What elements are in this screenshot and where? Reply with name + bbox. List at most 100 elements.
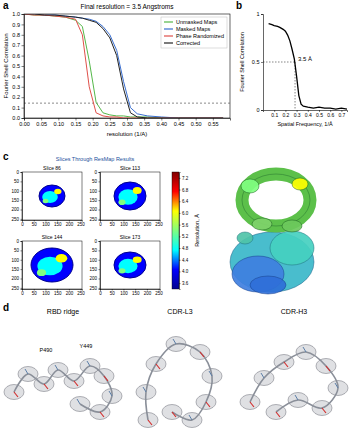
y-axis-title: Fourier Shell Correlation [239,32,245,92]
axis-line [261,15,264,111]
tick-label: 0.45 [174,121,185,127]
tick: 150 [89,198,100,203]
tick-label: 50 [92,179,98,184]
chart-title: Final resolution = 3.5 Angstroms [80,3,174,11]
model-sidechain [322,408,326,413]
tick: 0.3 [12,84,24,90]
tick-mark [99,288,101,289]
density-blob [114,182,146,210]
map-3d [230,174,314,294]
tick: 0.5 [316,110,323,118]
tick-mark [21,288,23,289]
tick-label: 0.50 [191,121,202,127]
tick: 200 [89,276,100,281]
tick-label: 150 [132,291,140,296]
tick: 0.6 [12,53,24,59]
tick: 50 [92,179,100,184]
tick: 0.35 [139,118,150,127]
map-density [250,276,286,294]
tick: 200 [144,220,152,227]
model-sidechain [87,361,90,366]
tick-label: 250 [77,222,85,227]
y-axis-title: Fourier Shell Correlation [3,33,9,98]
tick-label: 0.5 [252,59,260,65]
model-sidechain [335,383,338,388]
tick-label: 0.10 [53,121,64,127]
density-panel: CDR-L3 [136,308,222,428]
tick-label: 4.4 [182,258,189,263]
tick-mark [179,283,181,284]
tick-label: 0.1 [12,105,20,111]
tick: 4.4 [179,258,189,263]
x-axis: 050100150200250 [99,289,163,296]
density-blob [118,200,125,206]
tick-label: 50 [110,222,116,227]
tick-label: 100 [42,222,50,227]
legend-swatch [164,42,173,43]
model-sidechain [250,402,254,407]
tick: 50 [14,179,22,184]
cutoff-line [263,62,295,63]
tick-label: 100 [42,291,50,296]
density-title: CDR-L3 [167,308,192,315]
slice-panel: 050100150200250050100150200250Slice 144 [11,234,85,297]
threshold-line [24,103,230,104]
resmap-title: Slices Through ResMap Results [56,156,135,162]
tick: 0.45 [174,118,185,127]
tick-mark [179,178,181,179]
tick-label: 250 [89,217,97,222]
tick-label: 0.30 [122,121,133,127]
tick-label: 5.2 [182,234,189,239]
legend-swatch [164,35,173,36]
tick: 0.4 [305,110,312,118]
map-density [282,220,302,232]
model-sidechain [173,339,176,344]
tick-label: 0.4 [12,74,20,80]
tick-label: 100 [89,258,97,263]
tick: 0.9 [12,22,24,28]
tick-label: 5.6 [182,223,189,228]
tick-mark [22,97,25,98]
tick-label: 250 [11,217,19,222]
model-sidechain [55,365,58,370]
tick-mark [99,269,101,270]
density-mesh [94,369,114,384]
tick-label: 150 [54,222,62,227]
model-sidechain [189,415,192,420]
tick-mark [22,108,25,109]
tick-label: 0.40 [156,121,167,127]
tick: 0 [99,220,102,227]
y-axis: 0.00.10.20.30.40.50.60.70.80.91.0 [12,11,24,121]
tick: 1 [256,11,263,17]
tick-label: 0 [256,107,259,113]
tick: 6.4 [179,199,189,204]
axis-line [21,242,23,290]
slice-image [31,248,73,282]
tick: 0 [16,239,22,244]
tick-label: 0.2 [12,94,20,100]
tick-mark [99,241,101,242]
tick-label: 200 [11,207,19,212]
legend-label: Unmasked Maps [176,19,218,25]
tick: 50 [14,248,22,253]
tick-label: 200 [66,222,74,227]
tick: 100 [11,189,22,194]
tick: 250 [89,286,100,291]
tick: 200 [11,276,22,281]
tick-mark [99,219,101,220]
tick: 0.5 [252,59,263,65]
tick: 0.7 [338,110,345,118]
tick: 6.8 [179,187,189,192]
tick-label: 0 [94,170,97,175]
plot-frame [100,241,160,289]
panel-letter: c [3,151,9,162]
data-line [269,24,347,109]
tick: 0 [94,239,100,244]
tick-mark [99,279,101,280]
tick: 0.4 [12,74,24,80]
tick: 0 [21,220,24,227]
tick: 100 [89,258,100,263]
slice-panel: 050100150200250050100150200250Slice 113 [89,165,163,228]
model-sidechain [77,399,80,404]
tick-mark [179,201,181,202]
